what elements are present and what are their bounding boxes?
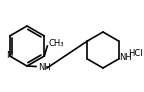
- Text: N: N: [6, 52, 13, 61]
- Text: HCl: HCl: [129, 49, 143, 59]
- Text: NH: NH: [120, 53, 132, 61]
- Text: CH₃: CH₃: [48, 39, 64, 48]
- Text: NH: NH: [38, 62, 51, 71]
